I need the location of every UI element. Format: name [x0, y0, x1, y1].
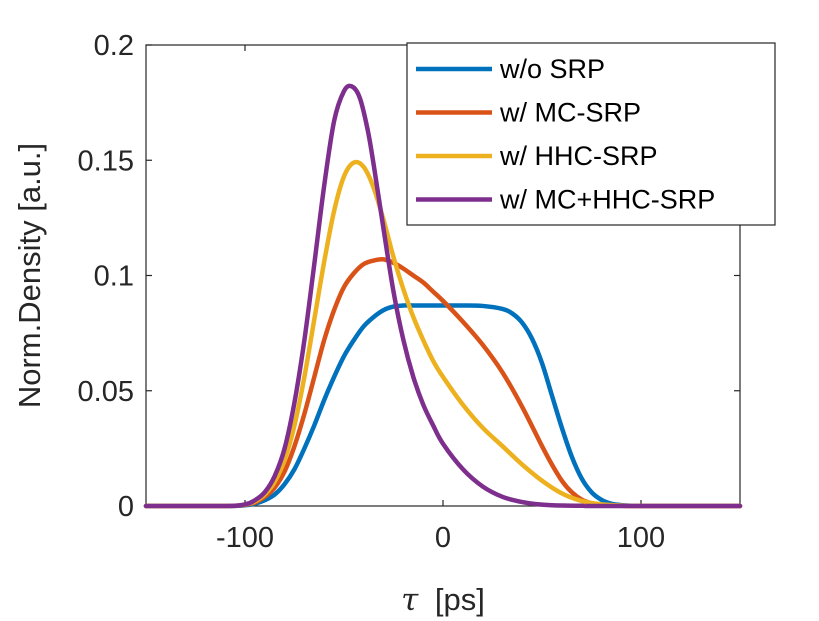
- legend-label-4: w/ MC+HHC-SRP: [499, 185, 715, 215]
- tick-labels: -100 0 100 0 0.05 0.1 0.15 0.2: [78, 30, 666, 554]
- y-tick-label: 0: [118, 491, 134, 523]
- y-tick-label: 0.1: [94, 261, 134, 293]
- series-line-1: [143, 303, 743, 509]
- legend-box: [406, 42, 776, 226]
- y-axis-label: Norm.Density [a.u.]: [12, 143, 47, 408]
- legend-label-3: w/ HHC-SRP: [499, 141, 658, 171]
- x-tick-label: 100: [617, 522, 665, 554]
- y-tick-label: 0.05: [78, 376, 134, 408]
- x-axis-symbol: τ: [401, 582, 419, 618]
- legend-label-2: w/ MC-SRP: [499, 98, 641, 128]
- x-tick-label: -100: [216, 522, 274, 554]
- legend-label-1: w/o SRP: [499, 54, 605, 84]
- x-axis-label: τ [ps]: [401, 582, 485, 618]
- y-tick-label: 0.2: [94, 30, 134, 62]
- x-tick-label: 0: [435, 522, 451, 554]
- x-axis-unit: [ps]: [435, 582, 485, 617]
- series-line-4: [143, 83, 743, 509]
- legend: w/o SRP w/ MC-SRP w/ HHC-SRP w/ MC+HHC-SRP: [406, 42, 776, 226]
- series-layer: [143, 83, 743, 509]
- y-tick-label: 0.15: [78, 145, 134, 177]
- series-line-3: [143, 159, 743, 509]
